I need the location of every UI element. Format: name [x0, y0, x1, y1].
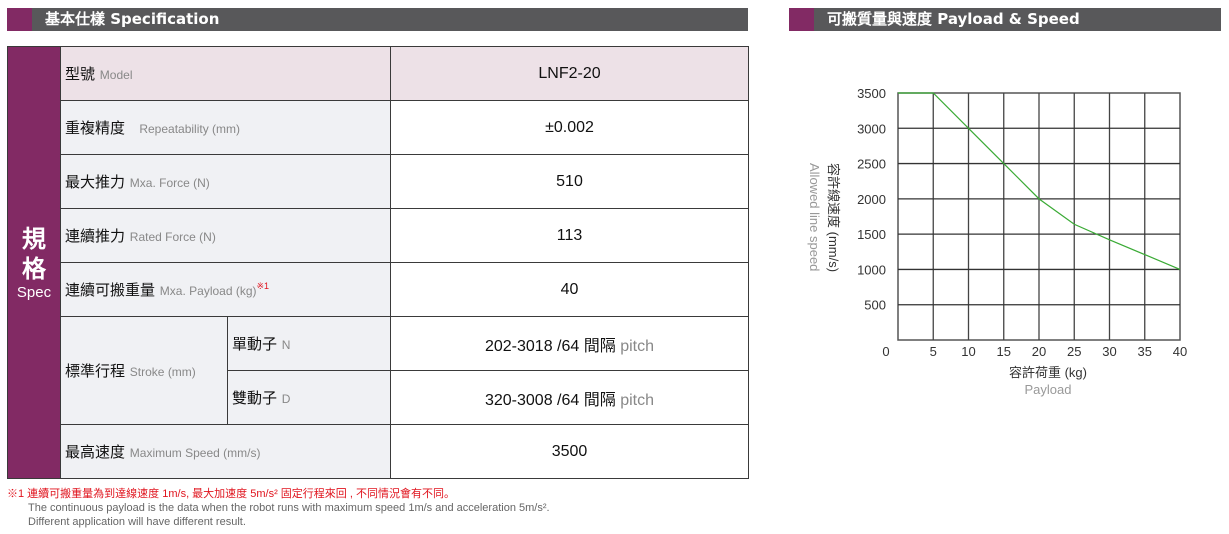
table-row: 規格 Spec 型號 Model LNF2-20 — [7, 46, 749, 479]
chart-title-bar: 可搬質量與速度 Payload & Speed — [789, 8, 1221, 31]
chart-title: 可搬質量與速度 Payload & Speed — [827, 10, 1080, 28]
x-tick-label: 40 — [1173, 344, 1187, 359]
row-label: 重複精度 — [65, 119, 126, 137]
y-tick-label: 500 — [864, 298, 886, 313]
table-row: 雙動子 D 320-3008 /64 間隔 pitch — [8, 370, 749, 425]
x-tick-label: 10 — [961, 344, 975, 359]
x-tick-label: 25 — [1067, 344, 1081, 359]
spec-title: 基本仕樣 Specification — [45, 10, 220, 28]
table-row: 連續可搬重量 Mxa. Payload (kg)※1 40 — [8, 262, 749, 317]
row-label: 標準行程 — [65, 362, 126, 380]
row-label: 最大推力 — [65, 173, 126, 191]
x-axis-label: 容許荷重 (kg) — [1009, 365, 1087, 380]
footnote: ※1 連續可搬重量為到達線速度 1m/s, 最大加速度 5m/s² 固定行程來回… — [7, 488, 550, 528]
x-tick-label: 0 — [882, 344, 889, 359]
y-axis-label-en: Allowed line speed — [807, 163, 822, 271]
x-tick-label: 15 — [997, 344, 1011, 359]
y-tick-label: 2500 — [857, 157, 886, 172]
y-tick-label: 2000 — [857, 192, 886, 207]
row-value: 510 — [390, 154, 749, 209]
row-label: 型號 — [65, 65, 96, 83]
row-value: 320-3008 /64 間隔 pitch — [390, 370, 749, 425]
table-row: 連續推力 Rated Force (N) 113 — [8, 208, 749, 263]
y-tick-label: 1500 — [857, 227, 886, 242]
row-value: LNF2-20 — [390, 46, 749, 101]
row-label: 最高速度 — [65, 443, 126, 461]
x-axis-label-en: Payload — [1025, 382, 1072, 397]
spec-title-bar: 基本仕樣 Specification — [7, 8, 748, 31]
table-row: 最高速度 Maximum Speed (mm/s) 3500 — [8, 424, 749, 479]
x-tick-label: 20 — [1032, 344, 1046, 359]
row-value: 113 — [390, 208, 749, 263]
y-tick-label: 3000 — [857, 121, 886, 136]
row-value: 3500 — [390, 424, 749, 479]
y-tick-label: 3500 — [857, 86, 886, 101]
x-tick-label: 5 — [930, 344, 937, 359]
x-tick-label: 30 — [1102, 344, 1116, 359]
row-label: 連續可搬重量 — [65, 281, 156, 299]
speed-curve — [898, 92, 1181, 270]
spec-table: 規格 Spec 型號 Model LNF2-20 重複精度 Repeatabili… — [7, 46, 749, 479]
y-axis-label: 容許線速度 (mm/s) — [826, 163, 841, 272]
row-label: 連續推力 — [65, 227, 126, 245]
x-tick-label: 35 — [1138, 344, 1152, 359]
y-tick-label: 1000 — [857, 262, 886, 277]
table-row: 重複精度 Repeatability (mm) ±0.002 — [8, 100, 749, 155]
table-row: 最大推力 Mxa. Force (N) 510 — [8, 154, 749, 209]
